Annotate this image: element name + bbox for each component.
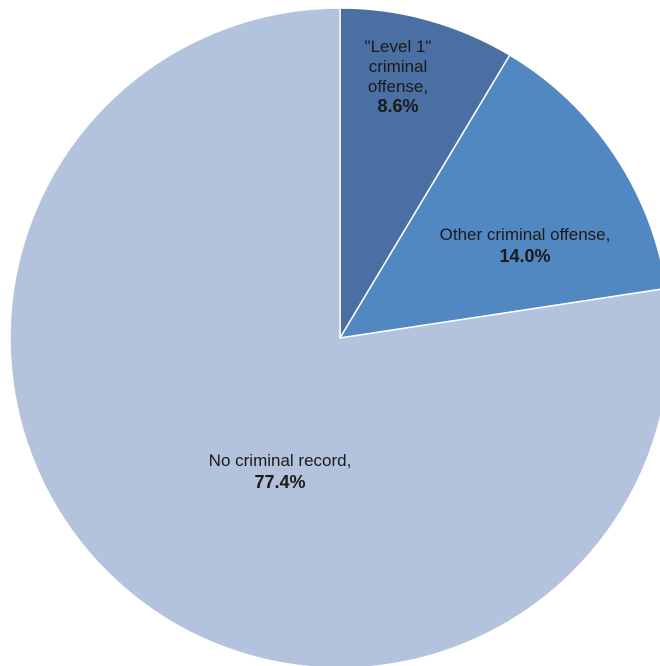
- pie-label-text-2-0: No criminal record,: [209, 451, 352, 470]
- pie-label-text-0-0: "Level 1": [365, 37, 432, 56]
- pie-value-text-1: 14.0%: [499, 246, 550, 266]
- pie-value-text-2: 77.4%: [254, 472, 305, 492]
- pie-slice-1: [338, 53, 660, 339]
- pie-slice-2: [9, 7, 660, 666]
- pie-slices: [9, 7, 660, 666]
- pie-data-label-1: Other criminal offense, 14.0%: [440, 225, 611, 266]
- pie-label-text-0-1: criminal: [369, 57, 428, 76]
- pie-label-text-1-0: Other criminal offense,: [440, 225, 611, 244]
- pie-value-text-0: 8.6%: [377, 96, 418, 116]
- pie-slice-0: [339, 7, 511, 341]
- pie-label-text-0-2: offense,: [368, 77, 428, 96]
- pie-data-label-2: No criminal record, 77.4%: [209, 451, 352, 492]
